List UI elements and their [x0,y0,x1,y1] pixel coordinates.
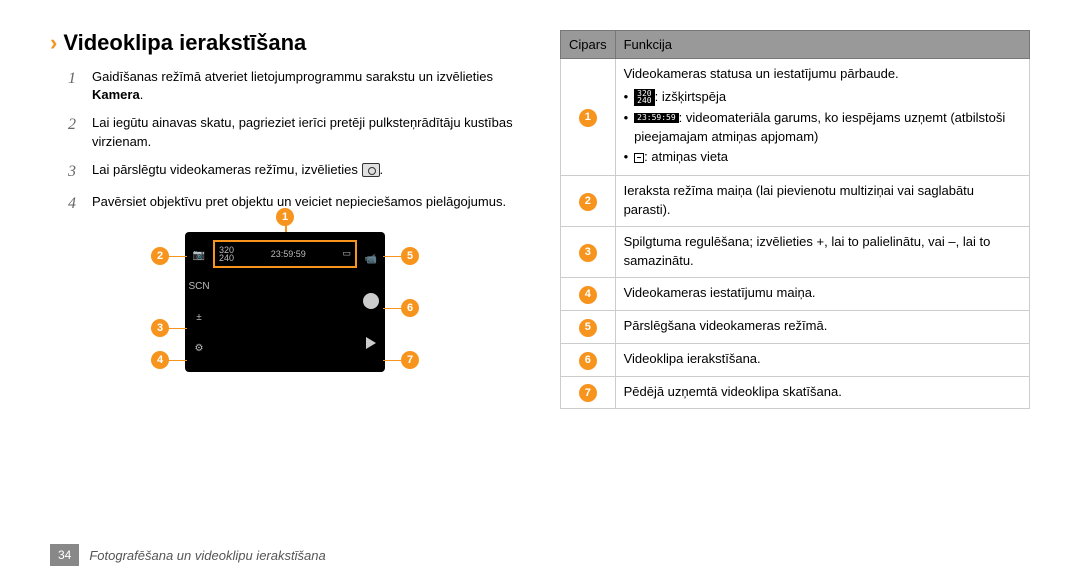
footer-caption: Fotografēšana un videoklipu ierakstīšana [89,548,325,563]
row1-intro: Videokameras statusa un iestatījumu pārb… [624,65,1021,84]
callout-3: 3 [151,319,169,337]
step-4: 4 Pavērsiet objektīvu pret objektu un ve… [68,193,520,215]
step-1: 1 Gaidīšanas režīmā atveriet lietojumpro… [68,68,520,104]
callout-6: 6 [401,299,419,317]
num-4: 4 [579,286,597,304]
scene-icon: SCN [188,281,209,292]
cell-7: Pēdējā uzņemtā videoklipa skatīšana. [615,376,1029,409]
table-row: 1 Videokameras statusa un iestatījumu pā… [561,59,1030,176]
callout-2: 2 [151,247,169,265]
table-row: 6 Videoklipa ierakstīšana. [561,343,1030,376]
camera-sidebar-left: 📷 SCN ± ⚙ [189,240,209,364]
num-2: 2 [579,193,597,211]
cell-4: Videokameras iestatījumu maiņa. [615,277,1029,310]
step-bold: Kamera [92,87,140,102]
step-3: 3 Lai pārslēgtu videokameras režīmu, izv… [68,161,520,183]
resolution-indicator: 320240 [219,246,234,262]
step-text-b: . [380,162,384,177]
camera-screen: 320240 23:59:59 ▭ 📷 SCN ± ⚙ 📹 [185,232,385,372]
storage-indicator-icon: ▭ [342,248,351,259]
video-mode-icon: 📷 [193,250,205,261]
num-5: 5 [579,319,597,337]
row1-b2: : videomateriāla garums, ko iespējams uz… [634,110,1005,144]
shutter-icon [363,293,379,309]
table-row: 3 Spilgtuma regulēšana; izvēlieties +, l… [561,226,1030,277]
row1-b3: : atmiņas vieta [644,149,728,164]
step-text: Pavērsiet objektīvu pret objektu un veic… [92,193,520,215]
callout-5: 5 [401,247,419,265]
cell-1: Videokameras statusa un iestatījumu pārb… [615,59,1029,176]
storage-micro-icon [634,153,644,163]
section-heading: › Videoklipa ierakstīšana [50,30,520,56]
step-text: Lai iegūtu ainavas skatu, pagrieziet ier… [92,114,520,150]
num-3: 3 [579,244,597,262]
num-6: 6 [579,352,597,370]
num-7: 7 [579,384,597,402]
function-table: Cipars Funkcija 1 Videokameras statusa u… [560,30,1030,409]
table-row: 4 Videokameras iestatījumu maiņa. [561,277,1030,310]
settings-icon: ⚙ [195,343,204,354]
num-1: 1 [579,109,597,127]
step-text-a: Lai pārslēgtu videokameras režīmu, izvēl… [92,162,362,177]
row1-b1: : izšķirtspēja [655,89,727,104]
step-text: Lai pārslēgtu videokameras režīmu, izvēl… [92,161,520,183]
th-cipars: Cipars [561,31,616,59]
step-number: 4 [68,193,82,215]
page-footer: 34 Fotografēšana un videoklipu ierakstīš… [50,544,326,566]
cell-5: Pārslēgšana videokameras režīmā. [615,310,1029,343]
table-row: 2 Ieraksta režīma maiņa (lai pievienotu … [561,176,1030,227]
brightness-icon: ± [196,312,202,323]
heading-text: Videoklipa ierakstīšana [63,30,306,56]
camera-mode-icon [362,163,380,177]
cell-3: Spilgtuma regulēšana; izvēlieties +, lai… [615,226,1029,277]
step-number: 3 [68,161,82,183]
callout-4: 4 [151,351,169,369]
cell-2: Ieraksta režīma maiņa (lai pievienotu mu… [615,176,1029,227]
play-icon [366,337,376,349]
cell-6: Videoklipa ierakstīšana. [615,343,1029,376]
table-row: 5 Pārslēgšana videokameras režīmā. [561,310,1030,343]
step-text: Gaidīšanas režīmā atveriet lietojumprogr… [92,68,520,104]
callout-1: 1 [276,208,294,226]
step-2: 2 Lai iegūtu ainavas skatu, pagrieziet i… [68,114,520,150]
switch-mode-icon: 📹 [365,254,377,265]
camera-diagram: 320240 23:59:59 ▭ 📷 SCN ± ⚙ 📹 [155,232,415,397]
step-number: 2 [68,114,82,150]
table-row: 7 Pēdējā uzņemtā videoklipa skatīšana. [561,376,1030,409]
chevron-icon: › [50,30,57,56]
time-micro-icon: 23:59:59 [634,113,679,123]
page-number: 34 [50,544,79,566]
resolution-micro-icon: 320240 [634,89,654,105]
step-number: 1 [68,68,82,104]
time-indicator: 23:59:59 [271,249,306,259]
callout-7: 7 [401,351,419,369]
camera-topbar: 320240 23:59:59 ▭ [213,240,357,268]
step-text-b: . [140,87,144,102]
th-funkcija: Funkcija [615,31,1029,59]
step-text-a: Gaidīšanas režīmā atveriet lietojumprogr… [92,69,493,84]
camera-sidebar-right: 📹 [361,240,381,364]
